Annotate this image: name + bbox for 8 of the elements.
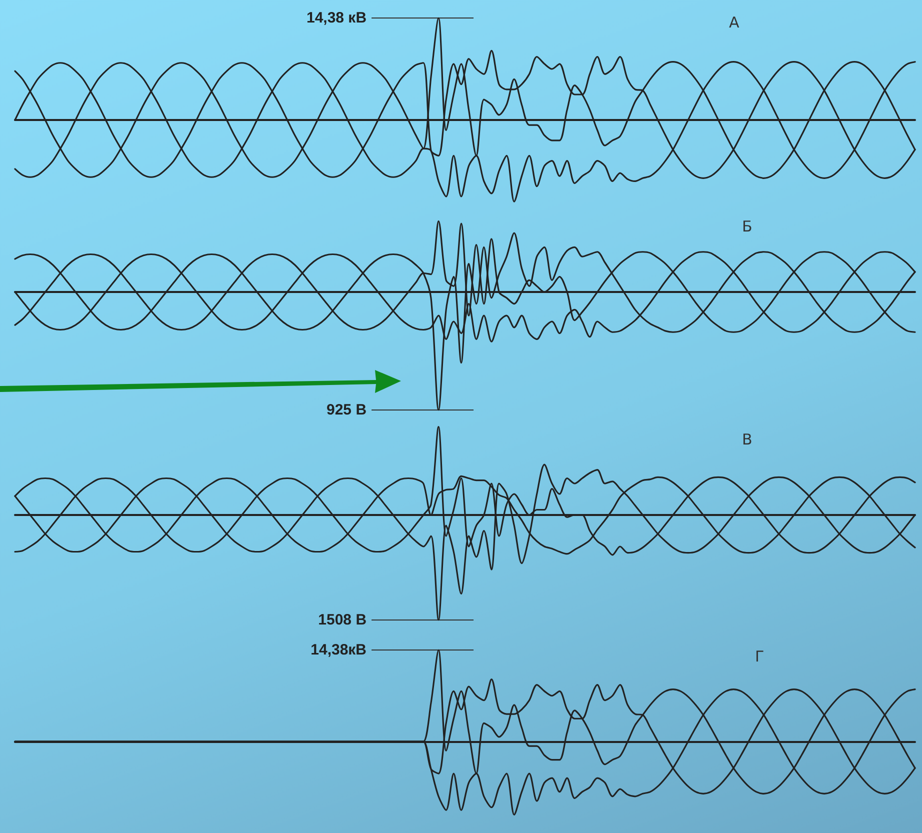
annotation: 14,38 кВ — [306, 10, 367, 26]
annotation: 14,38кВ — [310, 642, 367, 658]
annotation: 1508 В — [318, 612, 367, 628]
chart-title: Г — [755, 648, 764, 666]
chart-title: Б — [742, 218, 752, 236]
chart-title: А — [729, 14, 740, 32]
annotation: 925 В — [326, 402, 367, 418]
chart-title: В — [742, 430, 752, 448]
